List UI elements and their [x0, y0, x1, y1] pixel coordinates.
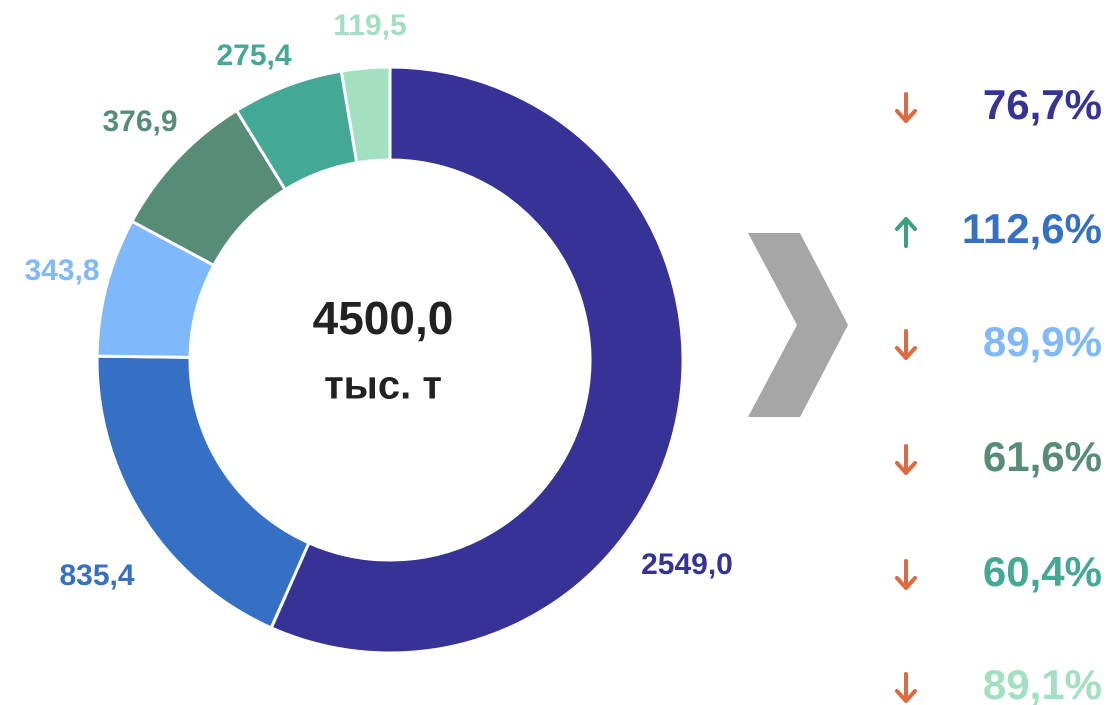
- change-label: 89,1%: [983, 661, 1102, 705]
- donut-segment: [339, 65, 392, 165]
- value-label: 343,8: [24, 254, 99, 287]
- arrow-down: [895, 329, 917, 360]
- change-label: 76,7%: [983, 81, 1102, 128]
- arrow-down: [895, 672, 917, 703]
- value-label: 2549,0: [641, 548, 733, 581]
- arrow-down: [895, 559, 917, 590]
- arrow-down: [895, 92, 917, 123]
- change-label: 112,6%: [962, 205, 1102, 252]
- arrow-up: [895, 217, 917, 248]
- value-label: 119,5: [333, 9, 406, 42]
- center-unit: тыс. т: [324, 364, 442, 408]
- change-label: 61,6%: [983, 433, 1102, 480]
- value-label: 275,4: [216, 39, 291, 72]
- value-label: 376,9: [102, 105, 177, 138]
- center-value: 4500,0: [313, 292, 454, 344]
- chevron: [748, 233, 848, 417]
- donut-segment: [269, 65, 685, 655]
- value-label: 835,4: [59, 559, 134, 592]
- arrow-down: [895, 444, 917, 475]
- change-label: 89,9%: [983, 318, 1102, 365]
- change-label: 60,4%: [983, 548, 1102, 595]
